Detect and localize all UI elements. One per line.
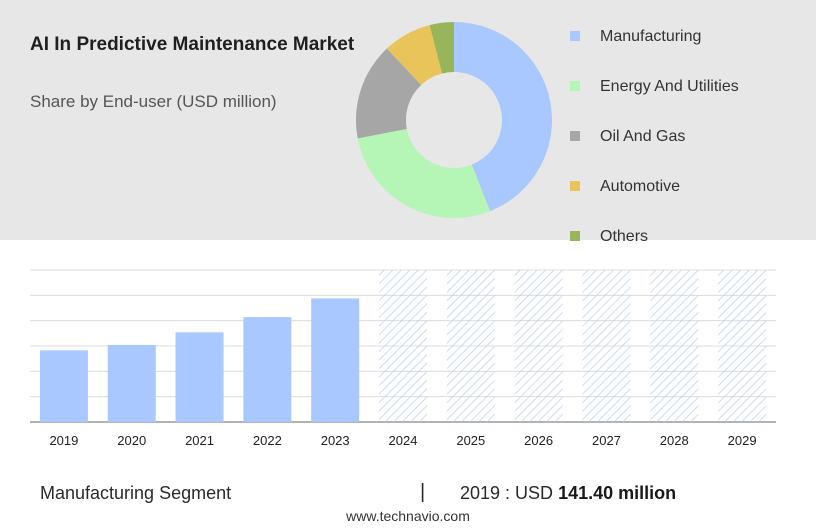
x-tick-label: 2024 [389, 433, 418, 448]
donut-slice-manufacturing [454, 22, 552, 212]
forecast-bar-2025 [446, 270, 495, 422]
x-tick-label: 2025 [456, 433, 485, 448]
forecast-bar-2027 [582, 270, 631, 422]
legend-item-oil-and-gas: Oil And Gas [570, 112, 739, 162]
forecast-bar-2029 [718, 270, 767, 422]
legend-label: Others [600, 228, 649, 245]
forecast-bar-2024 [379, 270, 427, 422]
legend-swatch [570, 131, 580, 141]
donut-slice-oil-and-gas [356, 48, 422, 139]
segment-value: 2019 : USD 141.40 million [460, 483, 676, 504]
legend-label: Automotive [600, 178, 681, 195]
segment-year-prefix: 2019 : USD [460, 483, 554, 503]
legend-item-manufacturing: Manufacturing [570, 12, 739, 62]
legend-swatch [570, 231, 580, 241]
bar-2019 [39, 350, 88, 422]
x-tick-label: 2020 [117, 433, 146, 448]
chart-subtitle: Share by End-user (USD million) [30, 92, 277, 111]
legend-item-automotive: Automotive [570, 162, 739, 212]
legend-item-others: Others [570, 212, 739, 262]
x-tick-label: 2026 [524, 433, 553, 448]
x-tick-label: 2029 [728, 433, 757, 448]
legend-swatch [570, 81, 580, 91]
donut-chart [356, 22, 552, 218]
legend-item-energy-and-utilities: Energy And Utilities [570, 62, 739, 112]
legend-label: Oil And Gas [600, 128, 686, 145]
bar-2021 [175, 332, 224, 422]
x-tick-label: 2027 [592, 433, 621, 448]
segment-value-text: 141.40 million [558, 483, 677, 503]
footer-separator: | [420, 481, 426, 503]
segment-label: Manufacturing Segment [40, 483, 232, 503]
donut-legend: Manufacturing Energy And Utilities Oil And… [570, 12, 739, 262]
bar-chart: 2019 2020 2021 2022 2023 2024 2025 2026 2027 2028… [30, 269, 776, 448]
x-tick-label: 2023 [321, 433, 350, 448]
legend-label: Energy And Utilities [600, 78, 739, 95]
x-tick-label: 2028 [660, 433, 689, 448]
legend-swatch [570, 181, 580, 191]
forecast-bar-2026 [514, 270, 563, 422]
donut-slice-energy-and-utilities [357, 128, 491, 218]
x-tick-label: 2019 [49, 433, 78, 448]
bar-2022 [243, 317, 292, 422]
source-link[interactable]: www.technavio.com [346, 508, 470, 524]
bar-2020 [107, 344, 156, 422]
donut-slice-others [429, 22, 454, 74]
forecast-bar-2028 [650, 270, 699, 422]
legend-label: Manufacturing [600, 28, 702, 45]
bar-2023 [311, 298, 360, 422]
x-tick-label: 2021 [185, 433, 214, 448]
x-tick-label: 2022 [253, 433, 282, 448]
legend-swatch [570, 31, 580, 41]
donut-slice-automotive [386, 25, 443, 86]
chart-title: AI In Predictive Maintenance Market [30, 34, 355, 55]
